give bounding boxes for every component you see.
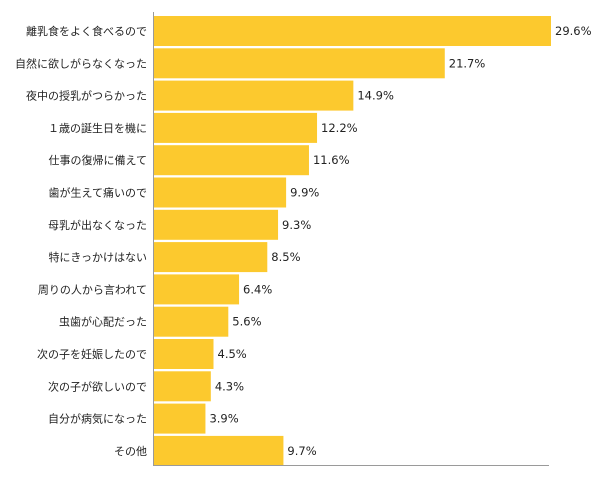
bars-layer [153,16,551,466]
bar [153,145,309,176]
category-label: 特にきっかけはない [48,250,147,264]
value-label: 9.9% [290,186,319,200]
value-label: 5.6% [232,315,261,329]
value-label: 21.7% [449,56,486,70]
category-label: 自分が病気になった [48,412,147,426]
bar [153,112,318,143]
value-label: 9.7% [287,444,316,458]
bar [153,306,229,337]
category-label: 周りの人から言われて [38,283,147,296]
bar [153,242,268,273]
bar [153,48,445,79]
category-label: 自然に欲しがらなくなった [15,56,147,70]
category-label: その他 [114,445,147,458]
bar [153,80,354,111]
category-label: 仕事の復帰に備えて [49,154,147,167]
category-label: 虫歯が心配だった [59,315,147,329]
category-label: 次の子を妊娠したので [37,347,147,361]
bar [153,209,279,240]
bar [153,339,214,369]
category-label: 母乳が出なくなった [48,218,147,232]
value-label: 12.2% [321,121,358,135]
value-labels: 29.6% 21.7% 14.9% 12.2% 11.6% 9.9% 9.3% 8.5% 6.4… [209,24,591,458]
bar [153,371,211,402]
bar [153,274,240,305]
bar [153,177,287,208]
value-label: 14.9% [357,89,394,103]
value-label: 9.3% [282,218,311,232]
bar [153,435,284,466]
value-label: 29.6% [555,24,592,38]
value-label: 8.5% [271,250,300,264]
value-label: 4.3% [215,379,244,393]
bar [153,16,551,46]
value-label: 6.4% [243,282,272,296]
category-label: １歳の誕生日を機に [48,121,147,135]
value-label: 11.6% [313,153,350,167]
axes [153,12,549,466]
value-label: 4.5% [218,347,247,361]
category-label: 次の子が欲しいので [48,379,147,393]
category-label: 離乳食をよく食べるので [26,24,147,38]
category-label: 夜中の授乳がつらかった [26,89,147,103]
bar [153,403,206,434]
value-label: 3.9% [209,412,238,426]
category-label: 歯が生えて痛いので [49,186,147,200]
